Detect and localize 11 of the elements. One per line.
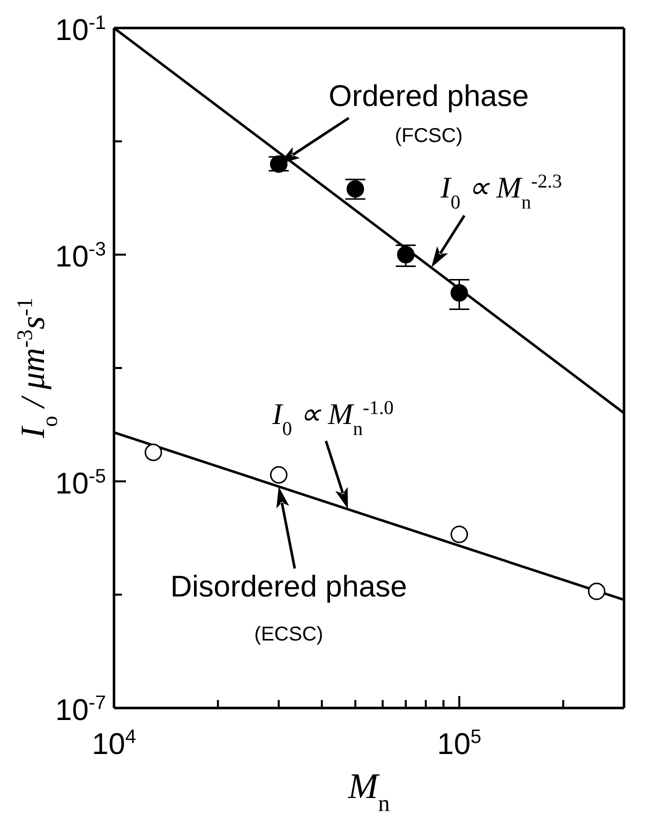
- y-tick-label: 10$^{-1}$: [55, 12, 106, 47]
- annotation: (FCSC): [394, 125, 463, 148]
- x-tick-label: 10$^{5}$: [437, 726, 482, 761]
- x-tick-label: 10$^{4}$: [92, 726, 136, 761]
- y-tick-label: 10$^{-3}$: [55, 238, 106, 274]
- x-axis-title: M$_{n}$: [347, 766, 390, 817]
- annotation: (ECSC): [254, 624, 324, 646]
- y-tick-label: 10$^{-5}$: [55, 465, 106, 500]
- annotation: Ordered phase: [328, 80, 529, 114]
- annotation: Disordered phase: [170, 570, 408, 604]
- y-tick-label: 10$^{-7}$: [55, 692, 106, 727]
